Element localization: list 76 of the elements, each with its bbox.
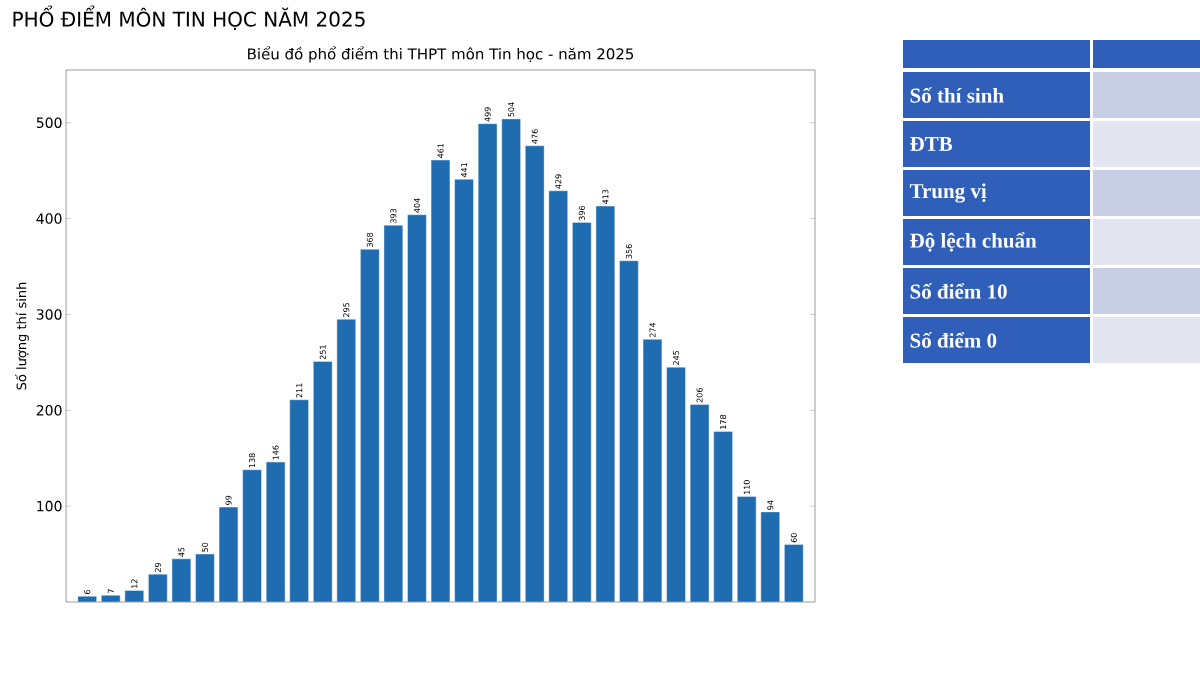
bar bbox=[595, 205, 615, 602]
data-label: 393 bbox=[390, 208, 397, 223]
y-axis-title: Số lượng thí sinh bbox=[15, 282, 29, 390]
data-label: 146 bbox=[272, 445, 279, 460]
bar bbox=[383, 225, 404, 602]
bar bbox=[195, 553, 215, 602]
text: ĐTB bbox=[910, 137, 953, 151]
bar bbox=[430, 159, 451, 602]
text: Trung vị bbox=[909, 183, 987, 203]
data-label: 441 bbox=[461, 163, 467, 178]
data-label: 211 bbox=[296, 383, 303, 398]
text: PHỔ ĐIỂM MÔN TIN HỌC NĂM 2025 bbox=[13, 5, 365, 31]
text: Số điểm 10 bbox=[910, 283, 1007, 299]
data-label: 413 bbox=[602, 189, 609, 205]
data-label: 45 bbox=[178, 547, 185, 557]
bar bbox=[619, 260, 639, 602]
bar bbox=[572, 222, 592, 602]
data-label: 396 bbox=[578, 205, 585, 221]
bar bbox=[101, 595, 121, 602]
data-label: 295 bbox=[343, 302, 350, 317]
data-label: 178 bbox=[720, 414, 727, 429]
bar bbox=[360, 249, 380, 602]
bar bbox=[501, 118, 521, 602]
bar bbox=[124, 590, 144, 602]
bar bbox=[77, 596, 97, 602]
y-tick-label: 500 bbox=[36, 117, 62, 129]
bar bbox=[737, 496, 757, 602]
data-label: 251 bbox=[319, 345, 326, 360]
bar bbox=[289, 399, 309, 602]
y-tick-label: 400 bbox=[36, 213, 62, 224]
data-label: 99 bbox=[225, 495, 232, 505]
bar bbox=[218, 506, 239, 602]
bar bbox=[454, 179, 474, 602]
bar bbox=[407, 214, 427, 602]
bar bbox=[760, 511, 780, 602]
bar bbox=[477, 123, 498, 602]
data-label: 356 bbox=[625, 244, 632, 259]
y-tick-label: 300 bbox=[36, 309, 62, 320]
data-label: 110 bbox=[743, 480, 750, 494]
data-label: 138 bbox=[249, 453, 256, 468]
bar bbox=[266, 461, 286, 602]
bar bbox=[171, 558, 192, 602]
bar bbox=[313, 361, 333, 602]
bar bbox=[336, 319, 356, 602]
data-label: 12 bbox=[131, 579, 138, 588]
y-tick-label: 100 bbox=[37, 500, 62, 512]
data-label: 206 bbox=[696, 388, 703, 403]
text: Số điểm 0 bbox=[910, 332, 997, 348]
data-label: 499 bbox=[484, 107, 491, 122]
text: Số thí sinh bbox=[910, 87, 1004, 103]
data-label: 94 bbox=[767, 500, 774, 510]
data-label: 404 bbox=[413, 198, 420, 213]
data-label: 368 bbox=[366, 232, 373, 247]
text: Độ lệch chuẩn bbox=[910, 232, 1037, 252]
y-tick-label: 200 bbox=[36, 404, 62, 416]
data-label: 7 bbox=[107, 589, 114, 593]
data-label: 429 bbox=[555, 174, 562, 189]
bar bbox=[548, 190, 568, 602]
bar bbox=[713, 431, 733, 602]
bar bbox=[642, 339, 663, 602]
data-label: 50 bbox=[201, 542, 208, 552]
chart-title: Biểu đồ phổ điểm thi THPT môn Tin học - năm 2025 bbox=[248, 46, 634, 63]
data-label: 60 bbox=[790, 533, 797, 543]
data-label: 29 bbox=[154, 562, 161, 572]
bar bbox=[525, 145, 545, 602]
bar bbox=[666, 366, 686, 602]
data-label: 6 bbox=[84, 589, 91, 594]
data-label: 476 bbox=[531, 129, 538, 144]
data-label: 274 bbox=[649, 322, 656, 338]
bar bbox=[242, 469, 262, 602]
bar bbox=[148, 574, 168, 602]
data-label: 461 bbox=[437, 143, 444, 159]
bar bbox=[784, 544, 804, 602]
data-label: 504 bbox=[508, 102, 515, 117]
bar bbox=[689, 404, 710, 602]
data-label: 245 bbox=[673, 350, 680, 365]
